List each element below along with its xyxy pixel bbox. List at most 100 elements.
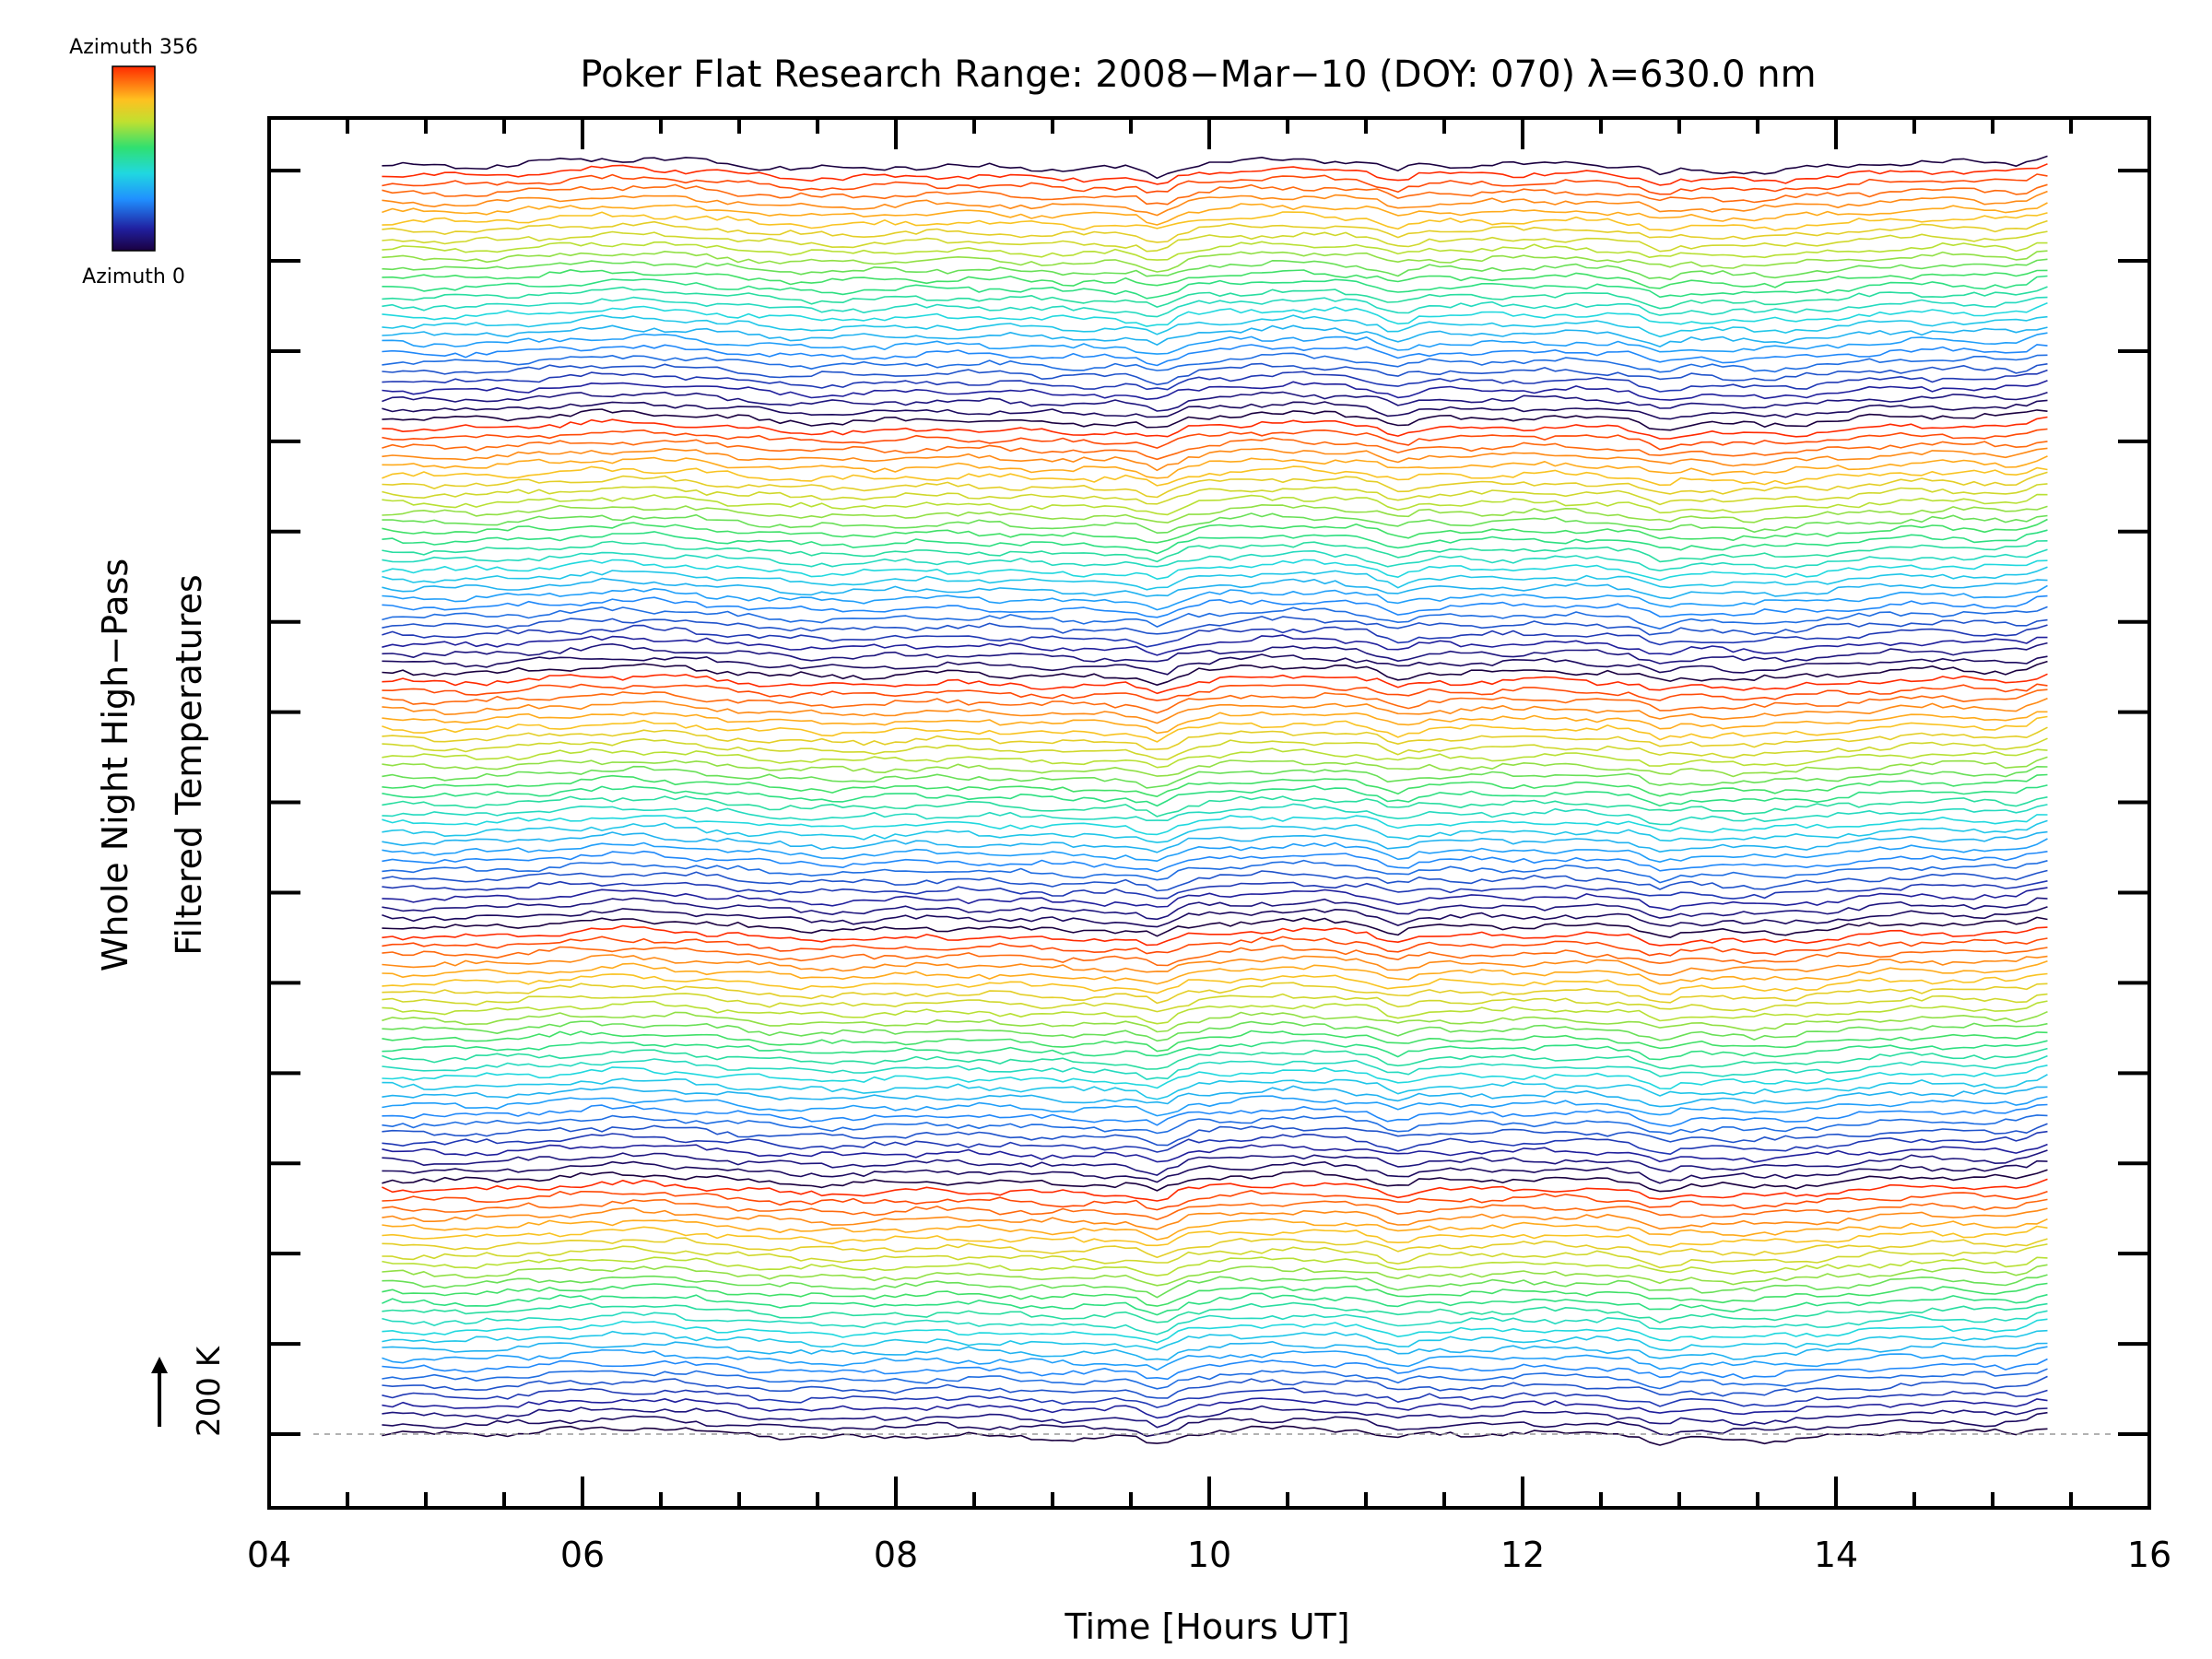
series-trace (382, 982, 2048, 1005)
series-trace (382, 954, 2048, 976)
series-trace (382, 301, 2048, 327)
series-trace (382, 408, 2048, 431)
series-trace (382, 1103, 2048, 1127)
series-trace (382, 1243, 2048, 1269)
x-tick-label: 16 (2127, 1535, 2171, 1575)
series-trace (382, 850, 2048, 873)
series-trace (382, 1020, 2048, 1042)
series-trace (382, 155, 2048, 180)
y-axis-label: Whole Night High−Pass Filtered Temperatu… (95, 559, 209, 971)
series-trace (382, 1169, 2048, 1193)
series-trace (382, 1375, 2048, 1399)
series-trace (382, 241, 2048, 261)
series-trace (382, 1387, 2048, 1408)
series-trace (382, 606, 2048, 629)
series-trace (382, 660, 2048, 686)
series-trace (382, 945, 2048, 967)
series-trace (382, 1425, 2048, 1446)
series-trace (382, 838, 2048, 863)
series-trace (382, 465, 2048, 487)
series-trace (382, 447, 2048, 472)
series-trace (382, 1256, 2048, 1277)
series-trace (382, 230, 2048, 253)
series-trace (382, 924, 2048, 947)
series-trace (382, 1346, 2048, 1371)
series-trace (382, 1318, 2048, 1344)
series-trace (382, 1264, 2048, 1287)
x-tick-label: 12 (1500, 1535, 1545, 1575)
colorbar-top-label: Azimuth 356 (69, 36, 198, 59)
series-trace (382, 1274, 2048, 1299)
series-trace (382, 455, 2048, 479)
series-trace (382, 887, 2048, 912)
colorbar-bottom-label: Azimuth 0 (82, 265, 185, 288)
series-trace (382, 765, 2048, 789)
series-trace (382, 1123, 2048, 1147)
series-trace (382, 540, 2048, 563)
series-trace (382, 1178, 2048, 1202)
series-trace (382, 344, 2048, 367)
series-trace (382, 594, 2048, 618)
series-trace (382, 830, 2048, 853)
series-trace (382, 483, 2048, 506)
scale-bar-arrowhead-icon (151, 1357, 168, 1373)
series-trace (382, 1310, 2048, 1335)
series-trace (382, 1225, 2048, 1248)
series-trace (382, 296, 2048, 318)
series-trace (382, 1301, 2048, 1324)
series-trace (382, 190, 2048, 217)
series-trace (382, 416, 2048, 440)
x-tick-label: 06 (560, 1535, 605, 1575)
axis-ticks (267, 118, 2151, 1508)
series-trace (382, 584, 2048, 611)
series-trace (382, 715, 2048, 743)
series-trace (382, 1282, 2048, 1307)
series-trace (382, 993, 2048, 1013)
series-trace (382, 1054, 2048, 1080)
series-trace (382, 1358, 2048, 1381)
series-trace (382, 286, 2048, 310)
scale-bar-label: 200 K (191, 1345, 228, 1437)
series-trace (382, 972, 2048, 995)
series-trace (382, 1030, 2048, 1053)
series-trace (382, 1047, 2048, 1070)
series-trace (382, 1329, 2048, 1351)
y-axis-label-line2: Filtered Temperatures (169, 574, 209, 955)
series-trace (382, 1149, 2048, 1176)
series-trace (382, 819, 2048, 843)
series-trace (382, 566, 2048, 591)
series-trace (382, 1074, 2048, 1100)
series-trace (382, 1085, 2048, 1108)
series-trace (382, 173, 2048, 195)
series-trace (382, 673, 2048, 695)
series-trace (382, 756, 2048, 778)
series-trace (382, 518, 2048, 544)
x-tick-labels: 04 06 08 10 12 14 16 (247, 1535, 2171, 1575)
series-trace (382, 1114, 2048, 1135)
series-trace (382, 1000, 2048, 1025)
series-trace (382, 399, 2048, 420)
series-trace (382, 653, 2048, 676)
series-trace (382, 1405, 2048, 1429)
series-trace (382, 906, 2048, 928)
series-trace (382, 1411, 2048, 1438)
series-trace (382, 1190, 2048, 1211)
series-trace (382, 380, 2048, 401)
series-trace (382, 683, 2048, 701)
series-trace (382, 1010, 2048, 1033)
series-trace (382, 897, 2048, 921)
series-trace (382, 362, 2048, 386)
x-tick-label: 08 (874, 1535, 918, 1575)
series-trace (382, 391, 2048, 412)
series-trace (382, 747, 2048, 769)
series-trace (382, 258, 2048, 281)
series-trace (382, 641, 2048, 665)
series-trace (382, 1218, 2048, 1241)
series-trace (382, 437, 2048, 461)
series-trace (382, 275, 2048, 300)
trace-group (382, 155, 2048, 1446)
series-trace (382, 795, 2048, 818)
series-trace (382, 880, 2048, 900)
x-axis-label: Time [Hours UT] (1064, 1606, 1349, 1647)
